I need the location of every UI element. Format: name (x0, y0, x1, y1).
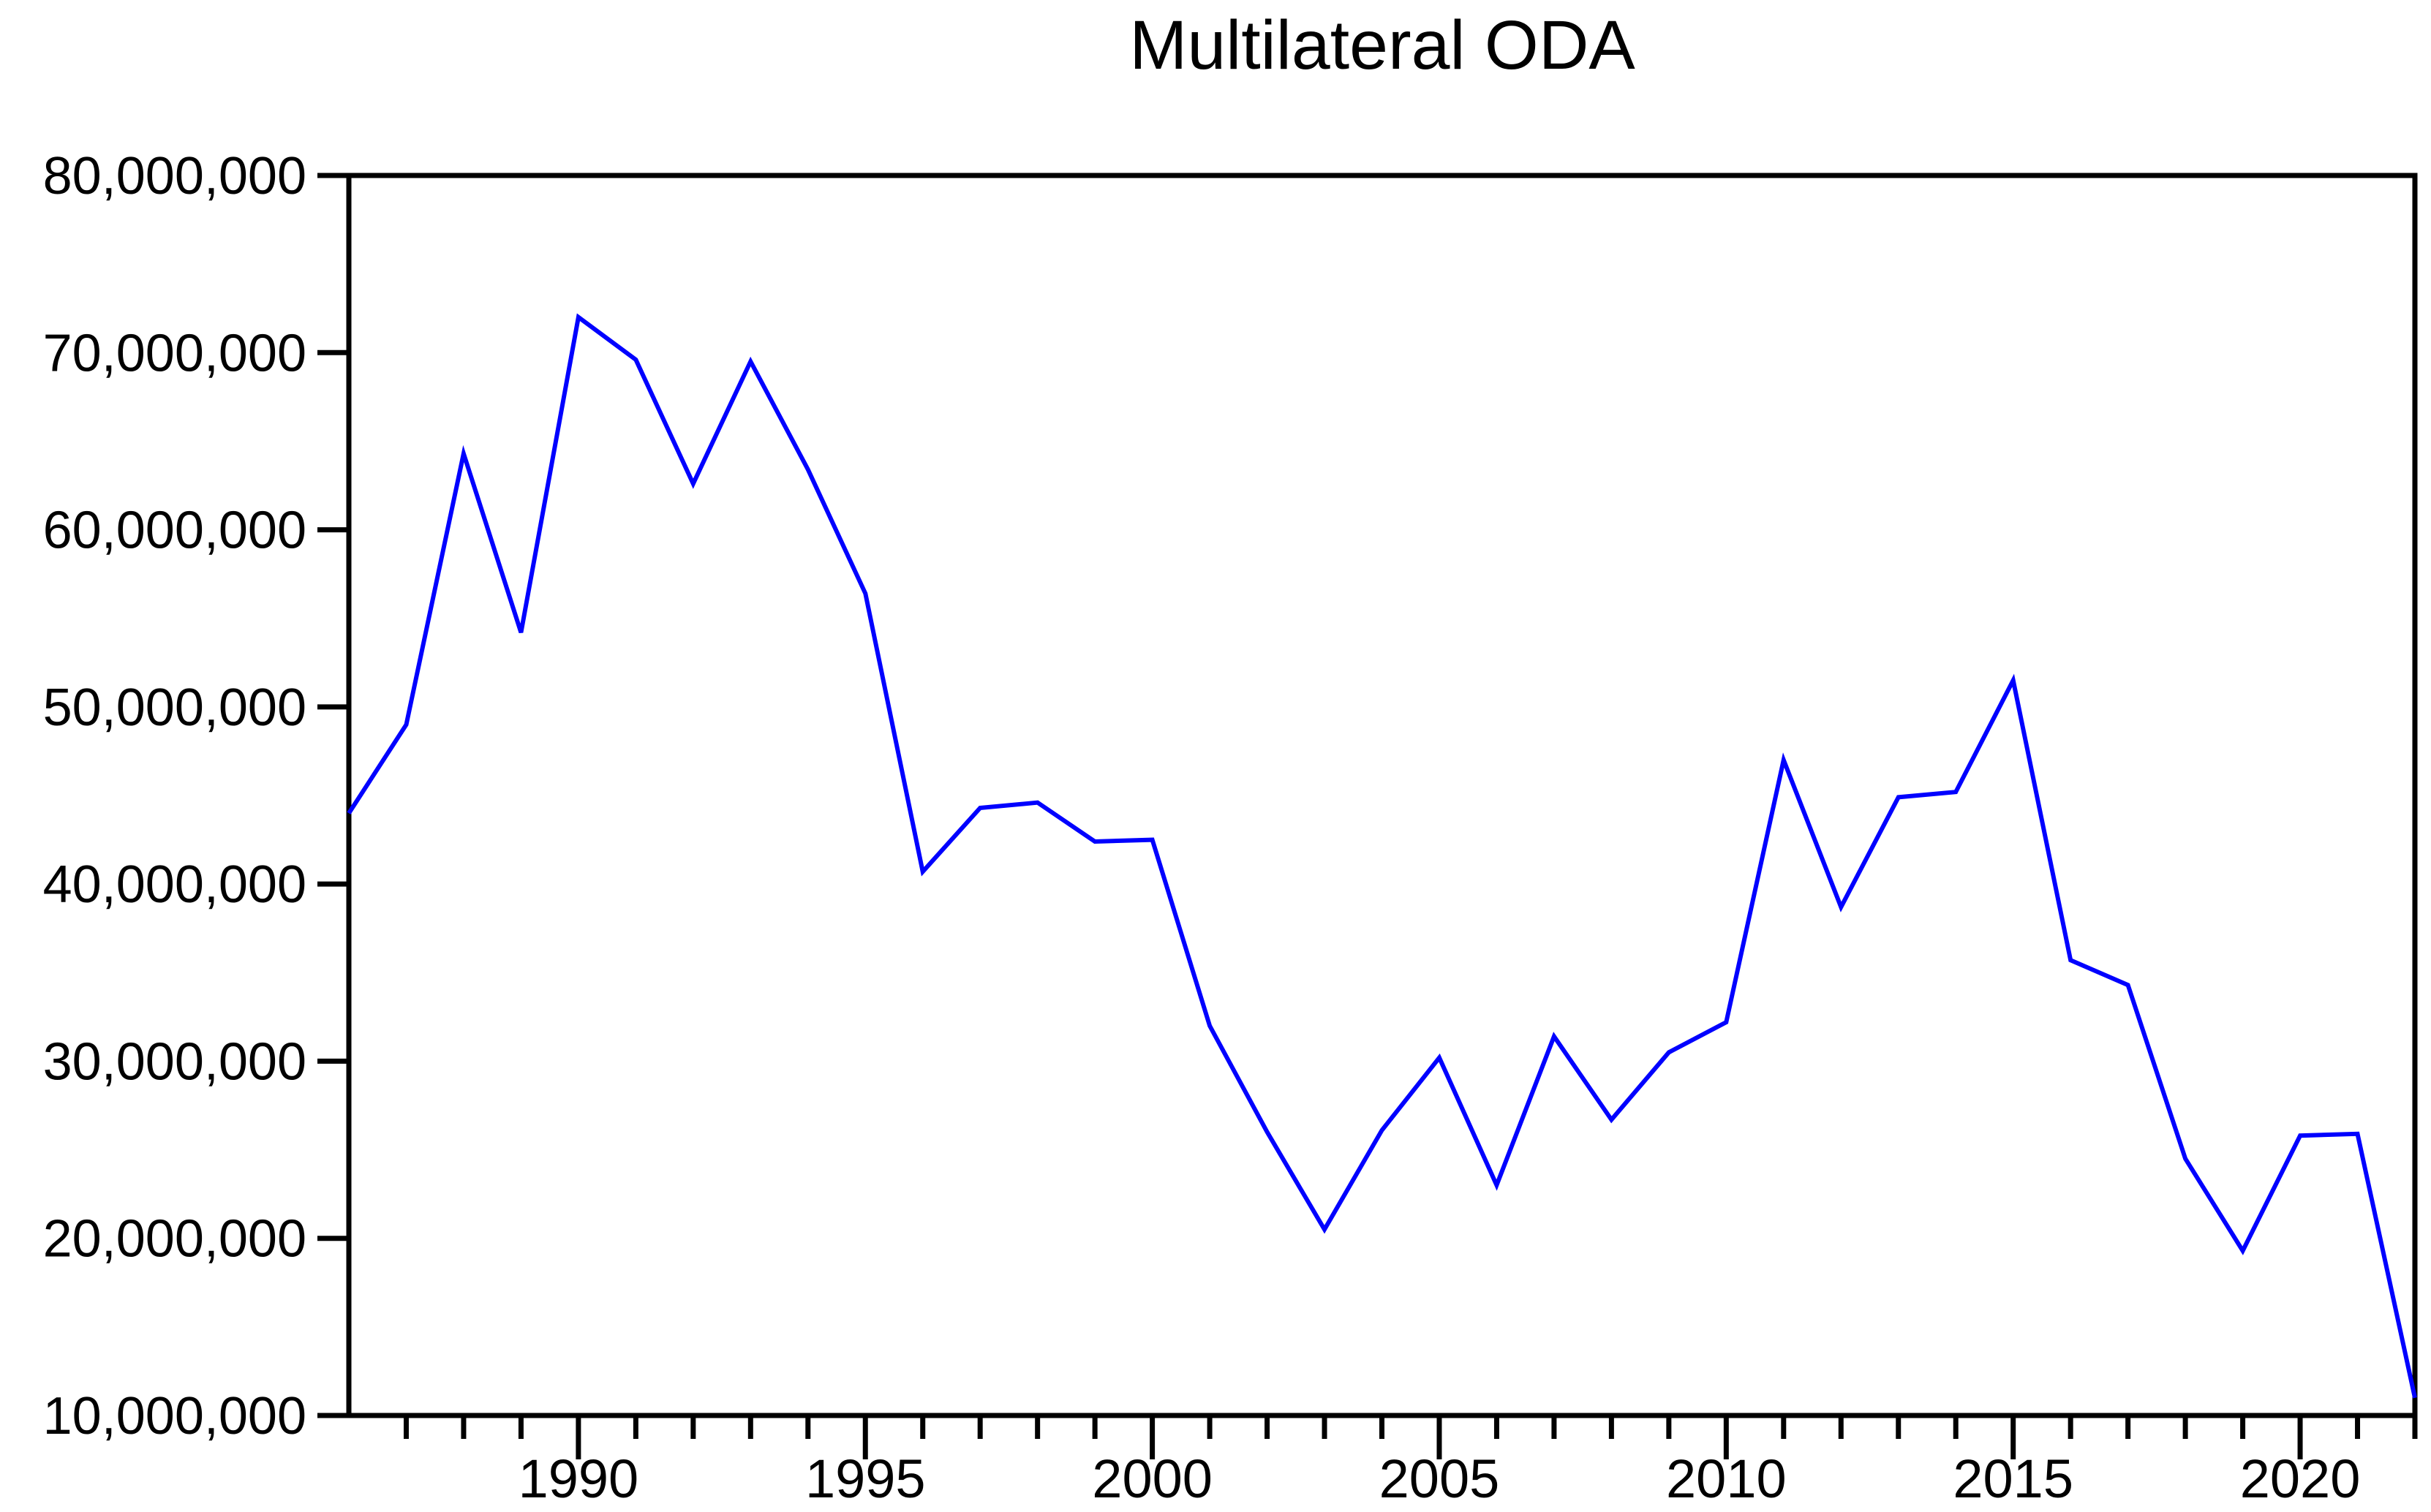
x-axis-tick-label: 1995 (805, 1448, 926, 1509)
x-axis-tick-label: 1990 (519, 1448, 639, 1509)
y-axis-labels: 10,000,000 20,000,000 30,000,000 40,000,000… (43, 147, 306, 1445)
x-axis-ticks (403, 1418, 2418, 1459)
x-axis-labels: 1990 1995 2000 2005 2010 2015 2020 (519, 1448, 2361, 1509)
y-axis-tick-label: 50,000,000 (43, 678, 306, 737)
y-axis-ticks (317, 173, 347, 1418)
x-axis-tick-label: 2000 (1092, 1448, 1213, 1509)
x-axis-tick-label: 2010 (1666, 1448, 1787, 1509)
chart-title: Multilateral ODA (1129, 7, 1635, 84)
y-axis-tick-label: 40,000,000 (43, 855, 306, 914)
y-axis-tick-label: 60,000,000 (43, 502, 306, 560)
plot-frame (346, 173, 2418, 1418)
x-axis-tick-label: 2005 (1379, 1448, 1500, 1509)
y-axis-tick-label: 70,000,000 (43, 324, 306, 382)
x-axis-tick-label: 2015 (1953, 1448, 2073, 1509)
x-axis-tick-label: 2020 (2240, 1448, 2361, 1509)
y-axis-tick-label: 10,000,000 (43, 1387, 306, 1445)
y-axis-tick-label: 30,000,000 (43, 1032, 306, 1091)
y-axis-tick-label: 80,000,000 (43, 147, 306, 205)
y-axis-tick-label: 20,000,000 (43, 1210, 306, 1269)
data-series-line (347, 313, 2417, 1399)
